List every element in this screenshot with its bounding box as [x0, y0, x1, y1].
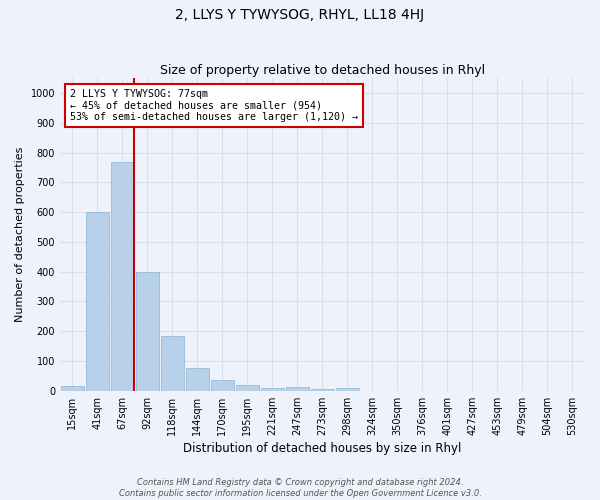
- Bar: [111, 162, 134, 391]
- Bar: [211, 380, 233, 391]
- Bar: [336, 388, 359, 391]
- Bar: [61, 386, 83, 391]
- Bar: [136, 272, 158, 391]
- Bar: [86, 212, 109, 391]
- Title: Size of property relative to detached houses in Rhyl: Size of property relative to detached ho…: [160, 64, 485, 77]
- X-axis label: Distribution of detached houses by size in Rhyl: Distribution of detached houses by size …: [183, 442, 461, 455]
- Bar: [311, 390, 334, 391]
- Bar: [261, 388, 284, 391]
- Bar: [236, 386, 259, 391]
- Text: Contains HM Land Registry data © Crown copyright and database right 2024.
Contai: Contains HM Land Registry data © Crown c…: [119, 478, 481, 498]
- Bar: [286, 387, 309, 391]
- Text: 2 LLYS Y TYWYSOG: 77sqm
← 45% of detached houses are smaller (954)
53% of semi-d: 2 LLYS Y TYWYSOG: 77sqm ← 45% of detache…: [70, 89, 358, 122]
- Bar: [186, 368, 209, 391]
- Y-axis label: Number of detached properties: Number of detached properties: [15, 147, 25, 322]
- Text: 2, LLYS Y TYWYSOG, RHYL, LL18 4HJ: 2, LLYS Y TYWYSOG, RHYL, LL18 4HJ: [175, 8, 425, 22]
- Bar: [161, 336, 184, 391]
